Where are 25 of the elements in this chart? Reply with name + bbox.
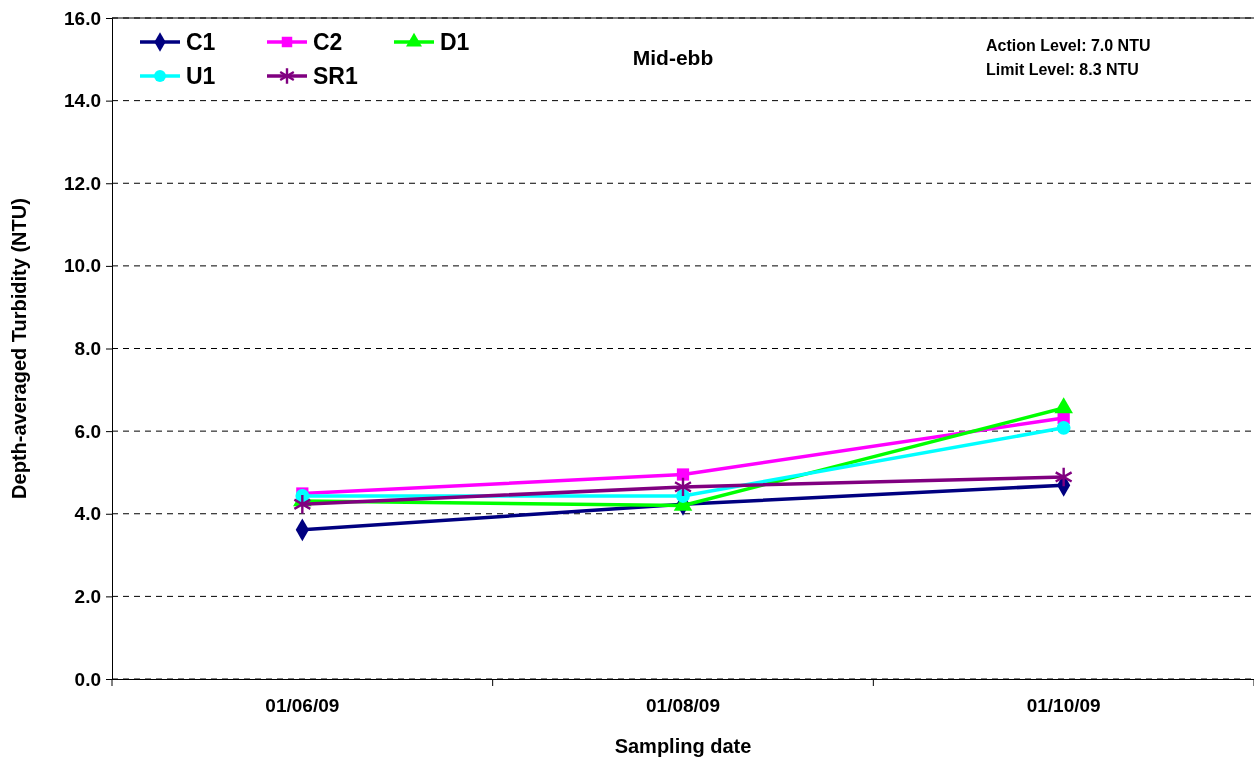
y-tick-label: 14.0	[64, 90, 101, 112]
point	[1056, 420, 1071, 435]
y-tick-label: 0.0	[74, 668, 101, 690]
y-tick-label: 2.0	[74, 585, 101, 607]
legend-label: C2	[313, 29, 343, 55]
y-tick-label: 12.0	[64, 172, 101, 194]
y-tick-label: 16.0	[64, 7, 101, 29]
y-tick-label: 10.0	[64, 255, 101, 277]
point	[676, 468, 690, 481]
x-tick-label: 01/08/09	[646, 695, 720, 716]
y-tick-label: 6.0	[74, 420, 101, 442]
y-tick-label: 8.0	[74, 338, 101, 360]
x-tick-label: 01/10/09	[1026, 695, 1101, 716]
legend-label: D1	[440, 29, 470, 55]
x-axis-title: Sampling date	[614, 735, 752, 757]
point	[1055, 467, 1073, 487]
point	[293, 495, 311, 514]
legend-label: U1	[186, 63, 216, 89]
annotation: Mid-ebb	[632, 46, 714, 69]
legend-label: C1	[186, 29, 216, 55]
annotation: Action Level: 7.0 NTU Limit Level: 8.3 NTU	[986, 37, 1151, 78]
y-tick-label: 4.0	[74, 503, 101, 525]
y-axis-title: Depth-averaged Turbidity (NTU)	[8, 198, 30, 499]
legend-label: SR1	[313, 63, 358, 89]
x-tick-label: 01/06/09	[265, 695, 340, 716]
